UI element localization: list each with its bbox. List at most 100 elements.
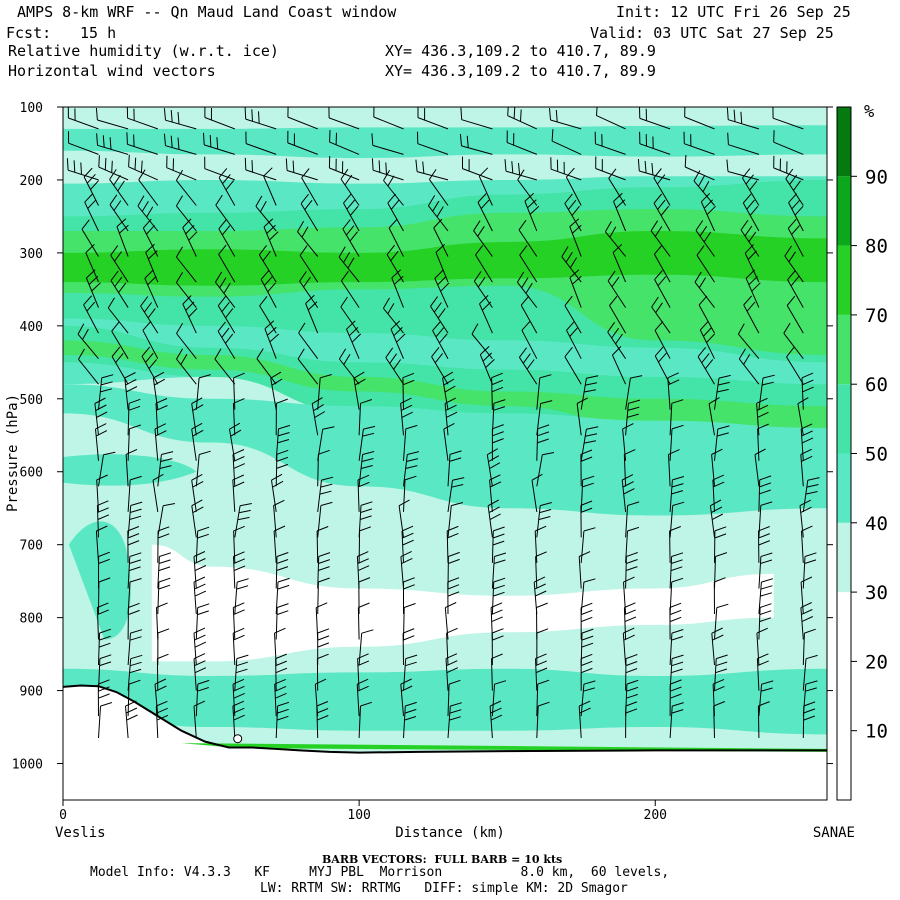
wind-barb [157, 526, 170, 563]
wind-barb [684, 154, 715, 181]
wind-barb [229, 422, 242, 461]
colorbar-swatch [837, 453, 851, 523]
wind-barb [316, 653, 329, 691]
wind-barb [609, 295, 627, 334]
wind-barb [536, 502, 552, 538]
wind-barb [400, 397, 413, 436]
x-axis-label: Distance (km) [395, 825, 505, 841]
wind-barb [800, 423, 814, 461]
forecast-label: Fcst: [6, 24, 52, 42]
wind-barb [110, 270, 129, 308]
wind-barb [740, 219, 760, 257]
wind-barb [786, 347, 804, 385]
wind-barb [580, 375, 599, 410]
wind-barb [195, 450, 211, 487]
wind-barb [273, 499, 285, 538]
wind-barb [299, 245, 319, 283]
wind-barb [446, 525, 459, 563]
below-terrain [63, 685, 827, 800]
wind-barb [491, 653, 503, 691]
colorbar-swatch [837, 176, 851, 246]
wind-barb [127, 552, 142, 589]
wind-barb [625, 399, 641, 436]
wind-barb [217, 295, 236, 334]
wind-barb [287, 130, 318, 155]
wind-barb [650, 220, 671, 257]
wind-barb [255, 195, 277, 232]
init-time: Init: 12 UTC Fri 26 Sep 25 [616, 3, 851, 21]
wind-barb [654, 270, 671, 308]
wind-barb [263, 167, 277, 206]
wind-barb [218, 244, 236, 283]
wind-barb [623, 576, 635, 615]
rh-dry-zone [151, 544, 774, 662]
wind-barb [274, 678, 287, 717]
wind-barb [787, 270, 804, 308]
wind-barb [477, 193, 493, 232]
wind-barb [504, 159, 537, 181]
wind-barb [338, 348, 360, 385]
wind-barb [714, 425, 730, 461]
wind-barb [713, 577, 726, 615]
wind-barb [98, 374, 114, 410]
wind-barb [271, 473, 284, 512]
wind-barb [403, 451, 420, 487]
cross-section-coords-1: XY= 436.3,109.2 to 410.7, 89.9 [385, 42, 656, 60]
wind-barb [95, 107, 129, 130]
wind-barb [84, 193, 99, 232]
model-info: Model Info: V4.3.3 KF MYJ PBL Morrison 8… [90, 865, 670, 880]
wind-barb [297, 221, 319, 257]
wind-barb [536, 374, 552, 410]
wind-barb [124, 372, 138, 410]
wind-barb [550, 157, 582, 181]
wind-barb [447, 577, 460, 615]
forecast-hours: 15 h [80, 24, 117, 42]
wind-barb [446, 627, 458, 666]
wind-barb [317, 552, 331, 589]
wind-barb [611, 346, 627, 385]
wind-barb [773, 130, 804, 155]
wind-barb [479, 295, 493, 334]
wind-barb [259, 295, 277, 334]
y-tick-label: 1000 [12, 758, 43, 773]
wind-barb [157, 451, 174, 487]
wind-barb [787, 218, 804, 257]
wind-barb [234, 503, 252, 538]
wind-barb [580, 449, 593, 487]
wind-barb [193, 653, 207, 691]
valid-time: Valid: 03 UTC Sat 27 Sep 25 [590, 24, 834, 42]
wind-barb [371, 158, 404, 181]
wind-barb [758, 526, 770, 563]
wind-barb [193, 627, 207, 666]
wind-barb [460, 107, 493, 130]
y-tick-label: 600 [20, 466, 43, 481]
field-name-wind: Horizontal wind vectors [8, 62, 216, 80]
wind-barb [651, 296, 671, 334]
wind-barb [328, 107, 360, 130]
wind-barb [625, 552, 638, 589]
wind-barb [788, 193, 804, 232]
wind-barb [536, 679, 550, 717]
wind-barb [578, 700, 591, 739]
rh-blob-left [68, 521, 131, 640]
wind-barb [234, 654, 249, 691]
wind-barb [431, 346, 449, 385]
y-tick-label: 100 [20, 101, 43, 116]
wind-barb [518, 347, 538, 385]
wind-barb [195, 679, 210, 717]
wind-barb [580, 475, 595, 512]
wind-barb [358, 701, 373, 739]
wind-barb [669, 702, 684, 739]
wind-barb [232, 678, 245, 717]
wind-barb [191, 473, 204, 512]
wind-barb [784, 245, 804, 283]
x-start-label: Veslis [55, 825, 106, 841]
wind-barb [580, 426, 599, 461]
wind-barb [275, 424, 291, 461]
cross-section-coords-2: XY= 436.3,109.2 to 410.7, 89.9 [385, 62, 656, 80]
wind-barb [275, 603, 289, 640]
wind-barb [258, 245, 277, 283]
wind-barb [772, 107, 804, 130]
wind-barb [403, 654, 418, 691]
wind-barb [653, 244, 671, 283]
